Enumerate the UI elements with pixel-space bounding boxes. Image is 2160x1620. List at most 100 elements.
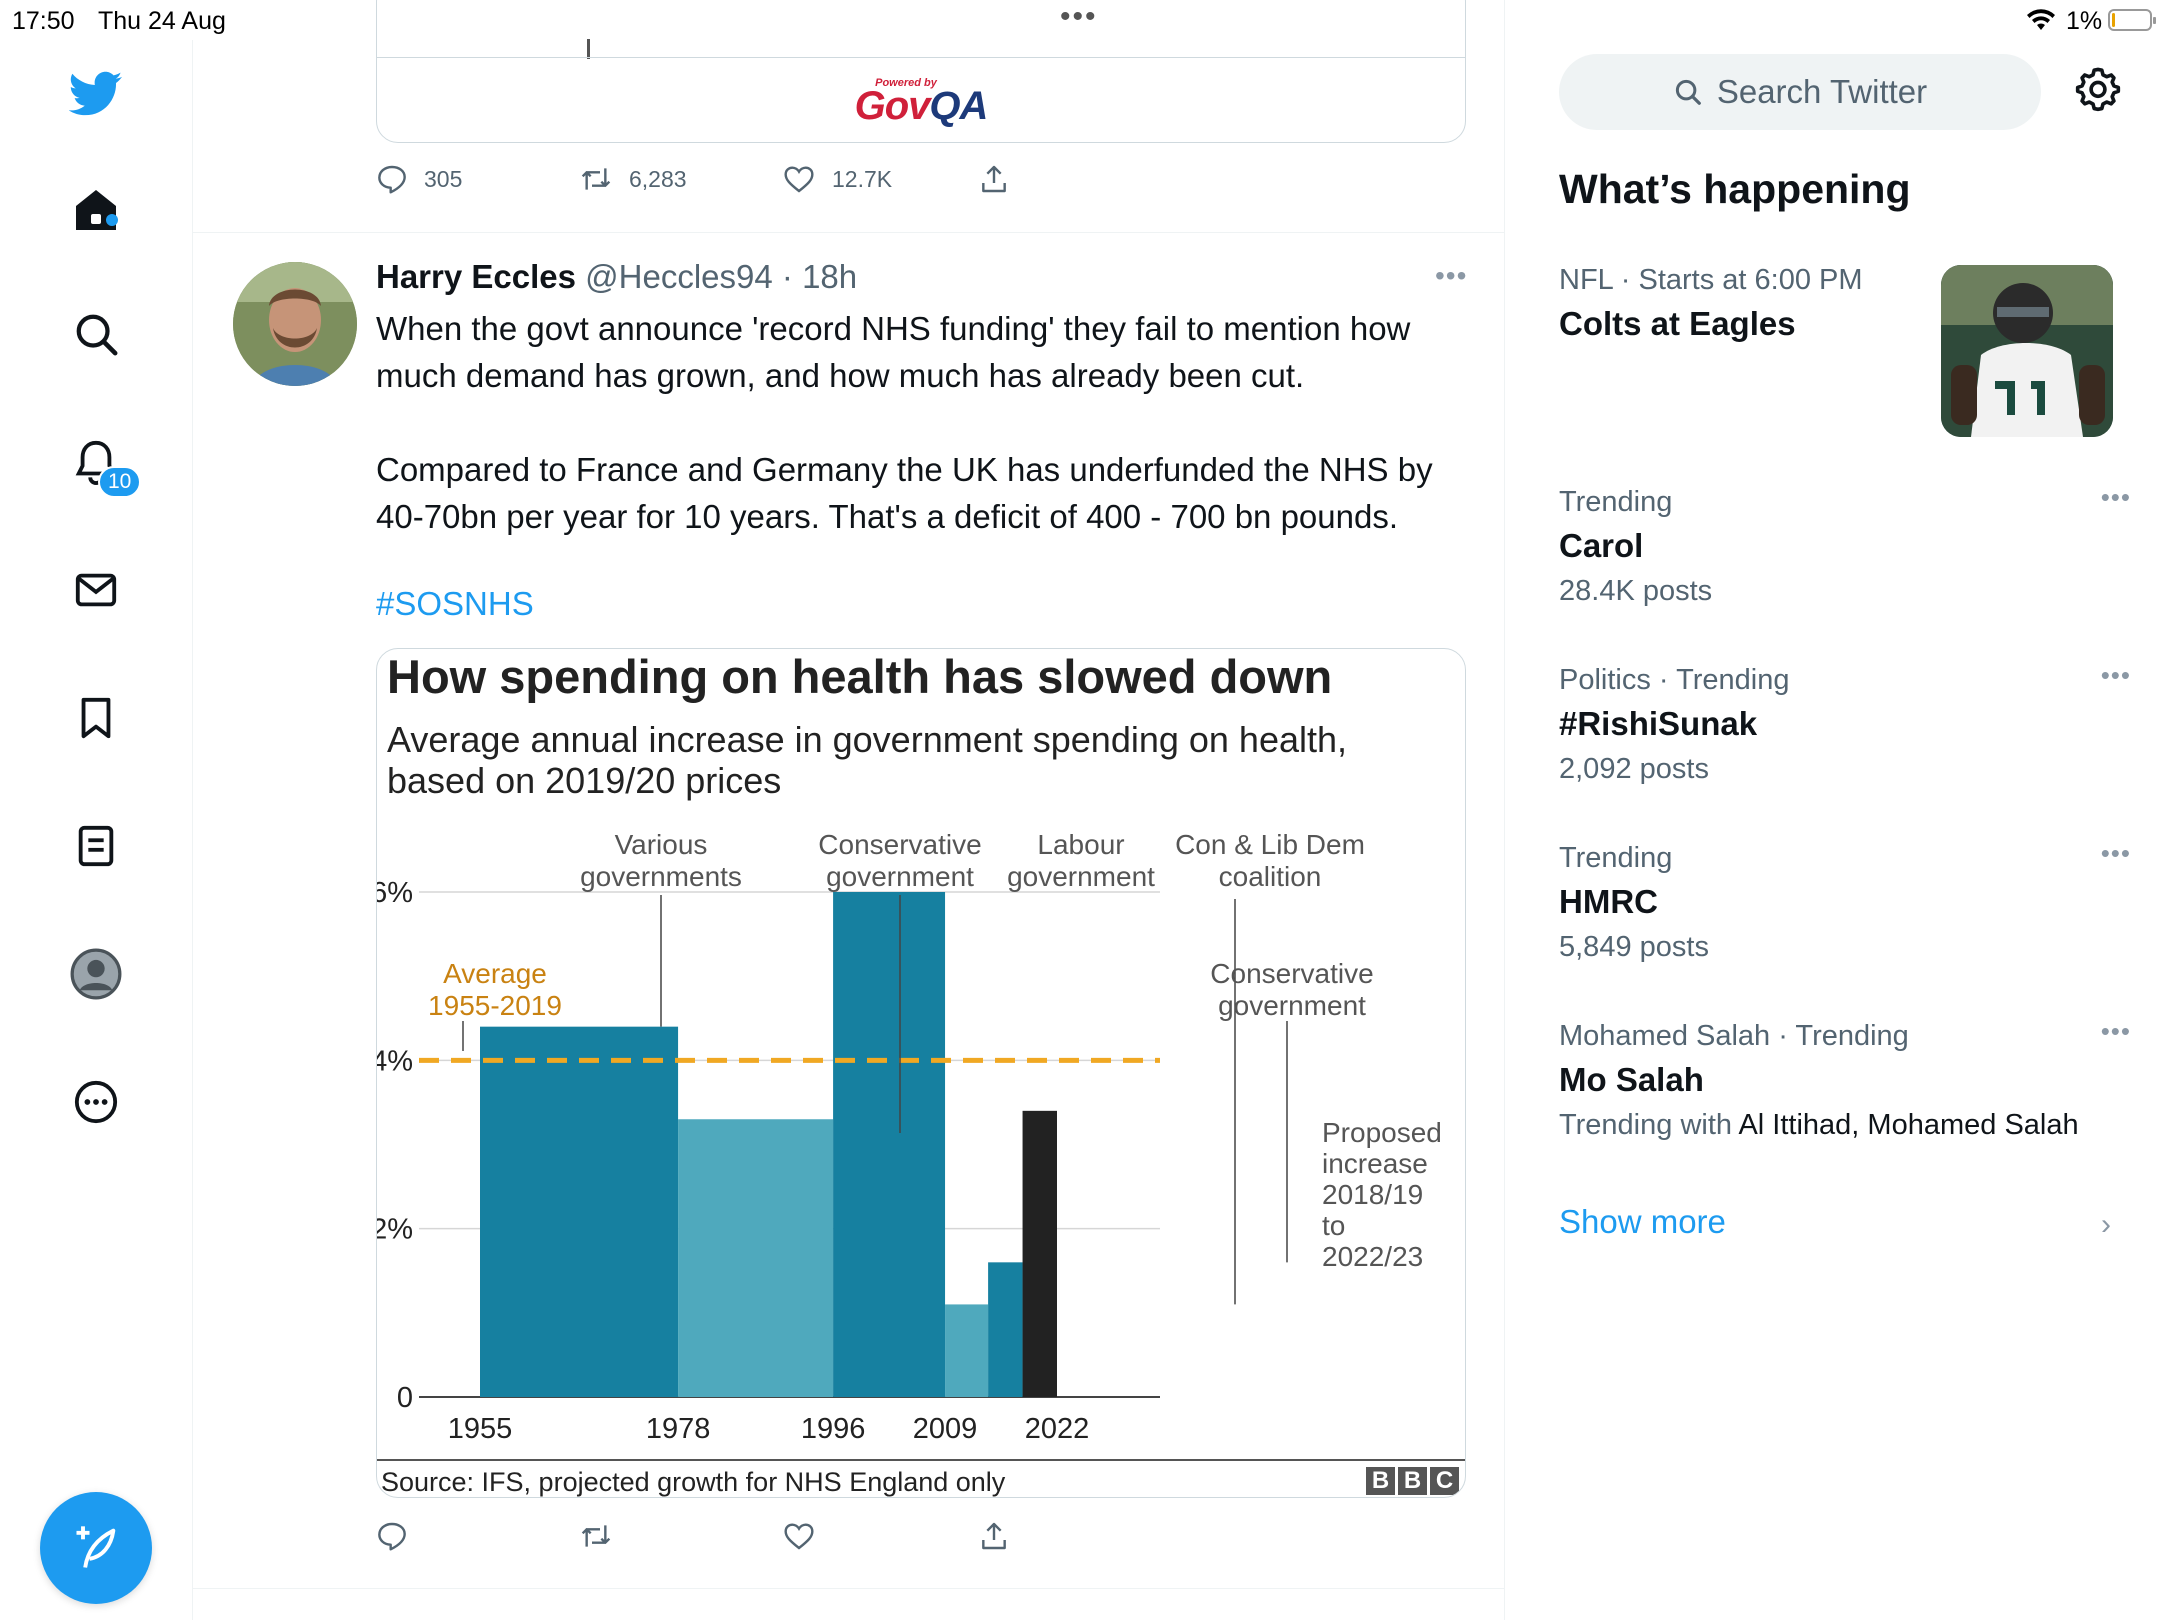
chart-title: How spending on health has slowed down [387, 650, 1333, 703]
status-bar: 17:50 Thu 24 Aug ••• 1% [0, 0, 2160, 40]
tweet-hashtag[interactable]: #SOSNHS [376, 585, 534, 622]
author-handle[interactable]: @Heccles94 [585, 258, 773, 295]
retweet-button[interactable] [579, 1520, 613, 1552]
timeline: Powered by GovQA 305 6,283 12.7K [193, 0, 1505, 1620]
battery-percent: 1% [2066, 7, 2103, 35]
like-button[interactable]: 12.7K [782, 163, 892, 195]
show-more-link[interactable]: Show more [1559, 1203, 1726, 1240]
annotation-label: Con & Lib Dem [1175, 829, 1365, 860]
annotation-label: 2018/19 [1322, 1179, 1423, 1210]
author-name[interactable]: Harry Eccles [376, 258, 576, 295]
govqa-logo: Powered by GovQA [854, 77, 989, 128]
y-tick-label: 4% [377, 1045, 413, 1077]
reply-button[interactable]: 305 [376, 163, 462, 195]
wifi-icon [2026, 8, 2056, 39]
annotation-label: government [1218, 990, 1366, 1021]
retweet-count: 6,283 [629, 165, 687, 192]
chart-bar [678, 1119, 834, 1397]
average-label: 1955-2019 [428, 990, 562, 1021]
bookmarks-icon[interactable] [64, 686, 128, 750]
home-icon[interactable] [64, 178, 128, 242]
chart-bar [1022, 1110, 1057, 1397]
retweet-icon [581, 1525, 611, 1547]
annotation-label: Labour [1037, 829, 1124, 860]
trend-more-icon[interactable]: ••• [2100, 838, 2131, 868]
nfl-player-image[interactable] [1941, 265, 2113, 437]
annotation-label: Proposed [1322, 1117, 1442, 1148]
tweet-header: Harry Eccles @Heccles94 · 18h [376, 258, 858, 295]
chart-source: Source: IFS, projected growth for NHS En… [381, 1467, 1006, 1497]
status-date: Thu 24 Aug [98, 7, 226, 35]
card-tick-mark [587, 39, 591, 64]
status-time: 17:50 [12, 7, 75, 35]
tweet-chart-image[interactable]: How spending on health has slowed down A… [376, 648, 1466, 1498]
x-tick-label: 1955 [448, 1413, 513, 1445]
share-button[interactable] [978, 1520, 1010, 1552]
search-icon [1675, 79, 1701, 105]
like-button[interactable] [782, 1520, 816, 1552]
left-navigation: 10 [0, 40, 193, 1620]
trend-item[interactable]: Mohamed Salah · Trending Mo Salah Trendi… [1559, 1016, 2131, 1141]
search-placeholder: Search Twitter [1716, 73, 1928, 110]
share-icon [982, 1522, 1006, 1550]
explore-search-icon[interactable] [64, 302, 128, 366]
tweet-time[interactable]: 18h [802, 258, 858, 295]
trend-item[interactable]: Trending Carol 28.4K posts ••• [1559, 482, 2131, 607]
author-avatar[interactable] [233, 262, 357, 386]
x-tick-label: 1978 [646, 1413, 711, 1445]
previous-tweet-actions: 305 6,283 12.7K [376, 163, 1076, 203]
notifications-badge: 10 [98, 466, 142, 498]
retweet-button[interactable]: 6,283 [579, 163, 687, 195]
share-icon [982, 165, 1006, 193]
twitter-logo-icon[interactable] [64, 62, 128, 126]
chart-plot: 02%4%6%19551978199620092022Variousgovern… [377, 829, 1442, 1445]
annotation-label: Various [615, 829, 708, 860]
annotation-label: to [1322, 1210, 1345, 1241]
annotation-label: increase [1322, 1148, 1428, 1179]
battery-icon [2108, 9, 2156, 31]
chart-bar [833, 892, 946, 1397]
trend-more-icon[interactable]: ••• [2100, 482, 2131, 512]
reply-icon [378, 165, 406, 194]
right-sidebar: Search Twitter What’s happening NFL · St… [1505, 0, 2160, 1620]
chart-bar [945, 1304, 989, 1397]
bbc-logo: B B C [1366, 1467, 1459, 1495]
messages-envelope-icon[interactable] [64, 558, 128, 622]
trend-more-icon[interactable]: ••• [2100, 1016, 2131, 1046]
retweet-icon [581, 168, 611, 190]
trend-item[interactable]: Politics · Trending #RishiSunak 2,092 po… [1559, 660, 2131, 785]
chart-subtitle: Average annual increase in government sp… [387, 719, 1348, 801]
whats-happening-heading: What’s happening [1559, 166, 1911, 212]
multitasking-dots-icon[interactable]: ••• [1060, 0, 1098, 33]
x-tick-label: 2022 [1025, 1413, 1090, 1445]
previous-tweet-card[interactable]: Powered by GovQA [376, 0, 1466, 143]
tweet-divider [193, 232, 1505, 233]
chevron-right-icon: › [2101, 1208, 2111, 1241]
tweet-divider [193, 1588, 1505, 1589]
profile-avatar-icon[interactable] [64, 942, 128, 1006]
tweet-actions [376, 1520, 1076, 1560]
chart-bar [988, 1262, 1023, 1397]
average-label: Average [443, 958, 547, 989]
tweet-text: When the govt announce 'record NHS fundi… [376, 310, 1433, 535]
trend-more-icon[interactable]: ••• [2100, 660, 2131, 690]
reply-button[interactable] [376, 1520, 408, 1552]
share-button[interactable] [978, 163, 1010, 195]
tweet-more-icon[interactable]: ••• [1435, 260, 1468, 291]
x-tick-label: 1996 [801, 1413, 866, 1445]
search-input[interactable]: Search Twitter [1559, 54, 2041, 130]
trend-item[interactable]: NFL · Starts at 6:00 PM Colts at Eagles [1559, 264, 1863, 342]
annotation-label: Conservative [818, 829, 981, 860]
home-unread-dot [106, 214, 118, 226]
x-tick-label: 2009 [913, 1413, 978, 1445]
more-options-icon[interactable] [64, 1070, 128, 1134]
annotation-label: Conservative [1210, 958, 1373, 989]
lists-icon[interactable] [64, 814, 128, 878]
heart-icon [784, 166, 814, 193]
trend-item[interactable]: Trending HMRC 5,849 posts ••• [1559, 838, 2131, 963]
y-tick-label: 2% [377, 1214, 413, 1246]
y-tick-label: 6% [377, 877, 413, 909]
compose-tweet-button[interactable] [40, 1492, 152, 1604]
annotation-label: 2022/23 [1322, 1241, 1423, 1272]
settings-gear-icon[interactable] [2075, 66, 2121, 117]
